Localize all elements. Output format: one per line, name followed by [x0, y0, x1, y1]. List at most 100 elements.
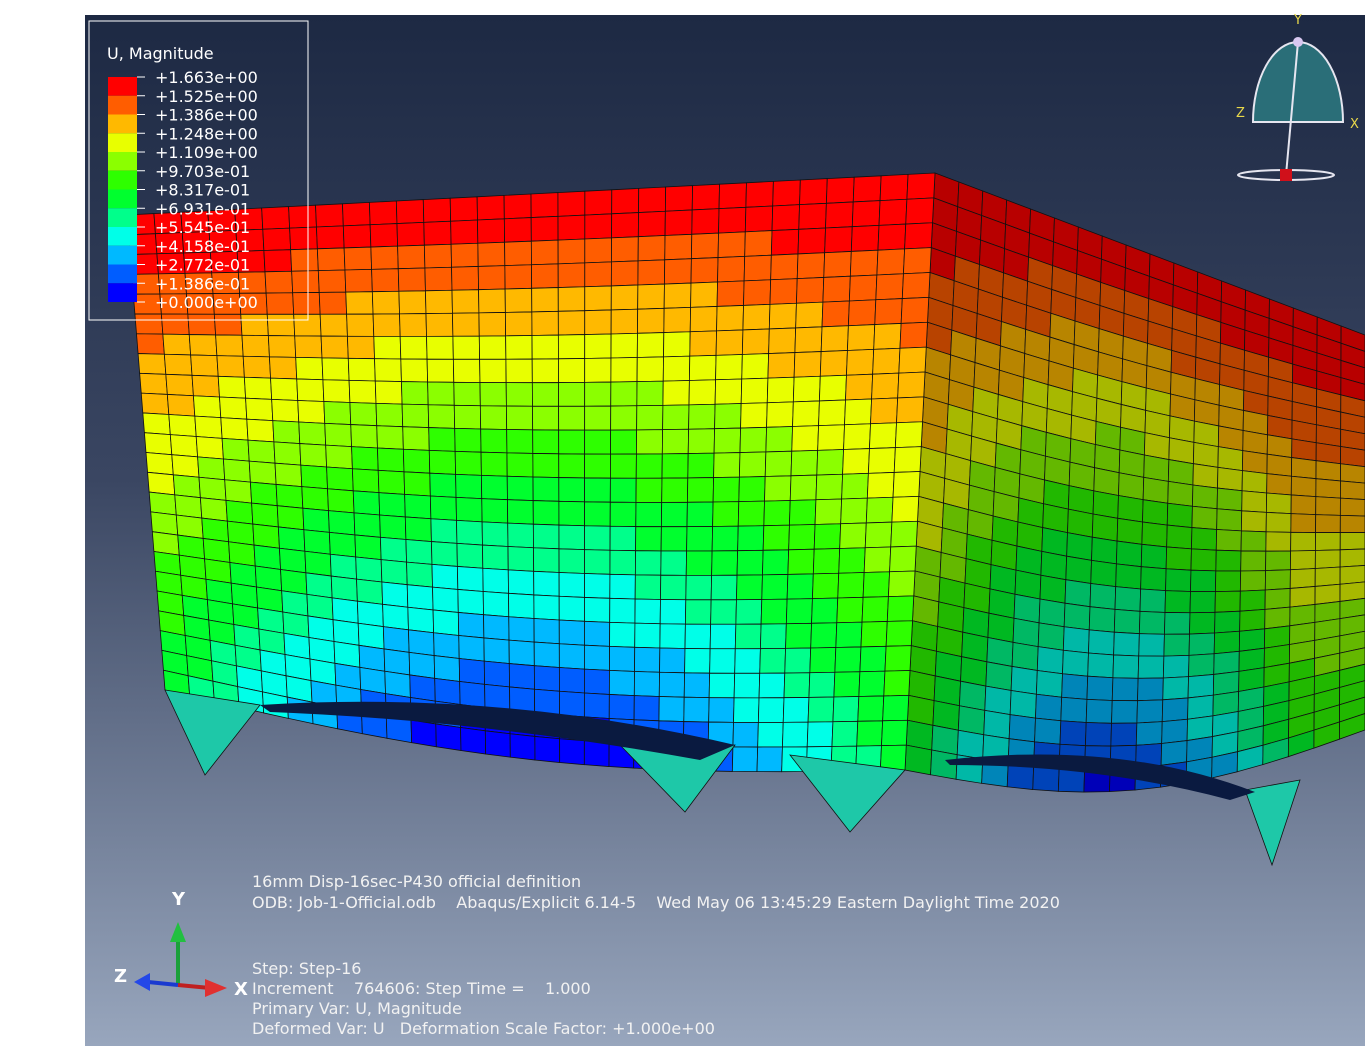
- mesh-element: [635, 623, 660, 648]
- mesh-element: [329, 532, 355, 557]
- mesh-element: [810, 648, 836, 673]
- mesh-element: [1039, 599, 1065, 627]
- mesh-element: [430, 473, 456, 497]
- mesh-element: [383, 627, 409, 653]
- mesh-element: [454, 382, 481, 405]
- mesh-element: [350, 402, 377, 425]
- mesh-element: [690, 306, 717, 331]
- mesh-element: [612, 213, 639, 238]
- mesh-element: [744, 255, 771, 281]
- mesh-element: [796, 302, 823, 328]
- legend-swatch: [108, 208, 137, 227]
- mesh-element: [844, 424, 871, 450]
- mesh-element: [322, 358, 349, 381]
- mesh-element: [824, 251, 852, 277]
- mesh-element: [1086, 699, 1112, 723]
- mesh-element: [479, 336, 506, 359]
- mesh-element: [319, 292, 346, 314]
- mesh-element: [659, 672, 684, 697]
- legend-swatch: [108, 227, 137, 246]
- mesh-element: [1139, 634, 1165, 656]
- mesh-element: [634, 696, 659, 721]
- mesh-element: [846, 349, 873, 375]
- compass-z: Z: [1236, 106, 1245, 121]
- mesh-element: [505, 265, 532, 289]
- mesh-element: [1214, 631, 1239, 653]
- mesh-element: [793, 401, 820, 427]
- mesh-element: [435, 678, 460, 704]
- mesh-element: [835, 647, 861, 672]
- mesh-element: [664, 332, 691, 357]
- mesh-element: [840, 523, 867, 549]
- mesh-element: [585, 310, 611, 335]
- mesh-element: [274, 442, 301, 465]
- mesh-element: [227, 521, 254, 545]
- mesh-element: [1062, 674, 1088, 700]
- mesh-element: [897, 397, 924, 423]
- mesh-element: [709, 698, 734, 723]
- mesh-element: [306, 573, 332, 598]
- compass-pole: [1293, 37, 1303, 47]
- compass-y: Y: [1293, 13, 1302, 28]
- mesh-element: [957, 730, 984, 759]
- mesh-element: [1010, 691, 1036, 719]
- mesh-element: [886, 621, 912, 647]
- mesh-element: [713, 477, 739, 502]
- mesh-element: [585, 358, 611, 382]
- mesh-element: [199, 477, 226, 500]
- mesh-element: [611, 333, 637, 358]
- mesh-element: [1064, 603, 1090, 630]
- mesh-element: [290, 227, 318, 250]
- mesh-element: [427, 359, 454, 382]
- mesh-element: [483, 591, 509, 616]
- mesh-element: [1141, 544, 1166, 568]
- mesh-element: [558, 287, 585, 312]
- mesh-element: [1291, 495, 1316, 515]
- mesh-element: [689, 380, 716, 405]
- mesh-element: [532, 335, 558, 359]
- mesh-element: [508, 547, 534, 572]
- mesh-element: [1290, 568, 1315, 588]
- mesh-element: [559, 549, 585, 574]
- mesh-element: [1214, 651, 1240, 674]
- viewport: U, Magnitude +1.663e+00+1.525e+00+1.386e…: [0, 0, 1365, 1046]
- mesh-element: [324, 402, 351, 425]
- legend-swatch: [108, 190, 137, 209]
- mesh-element: [303, 508, 330, 532]
- mesh-element: [1093, 491, 1118, 518]
- mesh-element: [867, 472, 894, 498]
- mesh-element: [404, 472, 430, 496]
- mesh-element: [1292, 439, 1317, 461]
- mesh-element: [170, 435, 197, 457]
- mesh-element: [798, 228, 826, 254]
- mesh-element: [689, 404, 715, 429]
- mesh-element: [741, 378, 768, 403]
- mesh-element: [636, 454, 662, 478]
- mesh-element: [834, 672, 860, 697]
- mesh-element: [906, 198, 934, 224]
- mesh-element: [1215, 571, 1240, 592]
- triad-x: X: [234, 979, 248, 1000]
- mesh-element: [383, 604, 409, 630]
- mesh-element: [558, 335, 584, 359]
- mesh-element: [268, 336, 295, 358]
- mesh-element: [811, 623, 837, 648]
- mesh-element: [739, 452, 765, 477]
- mesh-element: [905, 745, 932, 775]
- mesh-element: [688, 453, 714, 478]
- legend-label: +9.703e-01: [155, 162, 250, 181]
- mesh-element: [611, 382, 637, 406]
- mesh-element: [458, 612, 484, 637]
- mesh-element: [584, 574, 609, 599]
- mesh-element: [849, 275, 877, 301]
- mesh-element: [217, 356, 244, 378]
- mesh-element: [820, 350, 847, 376]
- info-odb: ODB: Job-1-Official.odb Abaqus/Explicit …: [252, 893, 1060, 912]
- mesh-element: [558, 311, 584, 335]
- mesh-element: [761, 599, 787, 624]
- mesh-element: [559, 430, 585, 454]
- mesh-element: [559, 478, 585, 502]
- mesh-element: [585, 502, 611, 526]
- mesh-element: [1316, 443, 1341, 464]
- mesh-element: [305, 551, 331, 576]
